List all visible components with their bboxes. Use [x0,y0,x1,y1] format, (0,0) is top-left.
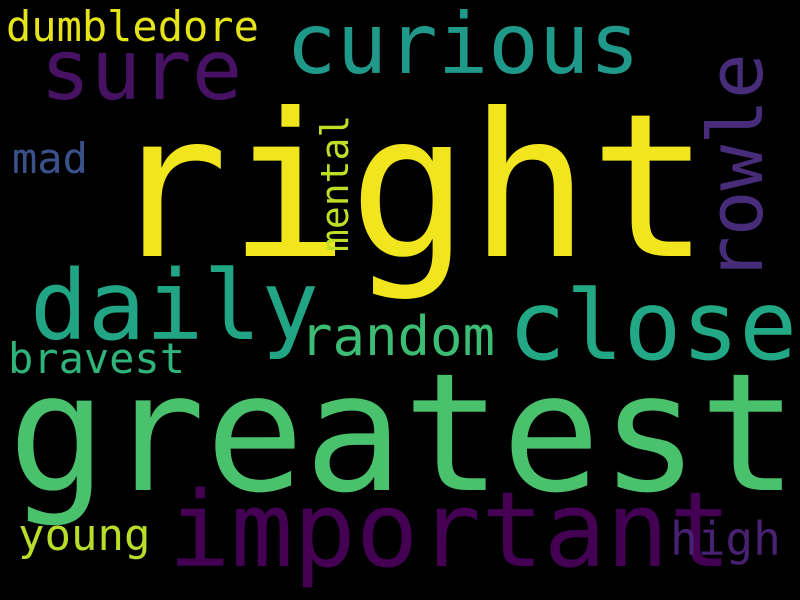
word-right: right [108,71,711,304]
word-random: random [300,305,496,368]
word-curious: curious [286,0,641,93]
word-mental: mental [313,114,357,252]
word-daily: daily [30,250,319,362]
word-close: close [508,270,797,382]
word-high: high [670,512,781,566]
word-greatest: greatest [8,338,798,529]
word-rowle: rowle [691,53,780,282]
word-bravest: bravest [8,334,186,383]
word-young: young [18,510,151,561]
word-dumbledore: dumbledore [6,2,259,51]
word-mad: mad [12,134,88,183]
word-important: important [168,469,732,591]
word-sure: sure [40,21,243,119]
